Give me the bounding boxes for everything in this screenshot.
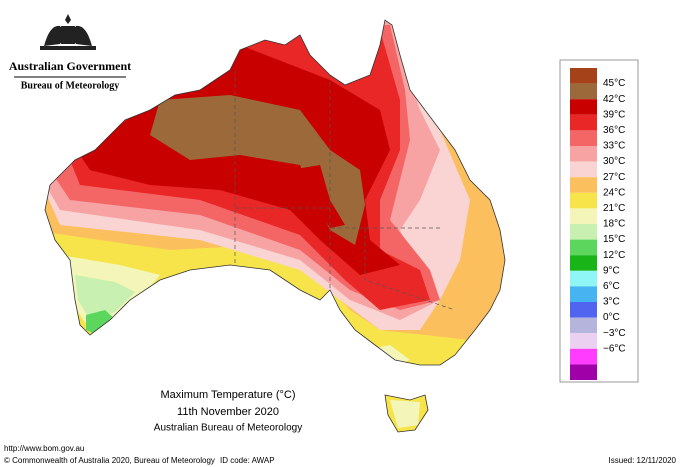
legend-label: 21°C (603, 203, 625, 214)
footer-issued: Issued: 12/11/2020 (609, 456, 677, 465)
legend-label: 18°C (603, 219, 625, 230)
legend-swatch (570, 130, 597, 146)
legend-label: 3°C (603, 297, 620, 308)
map-title: Maximum Temperature (°C) (160, 389, 295, 401)
legend-swatch (570, 270, 597, 287)
legend-swatch (570, 99, 597, 115)
map-date: 11th November 2020 (177, 406, 279, 418)
legend-swatch (570, 317, 597, 334)
legend-swatch (570, 177, 597, 193)
legend-label: 33°C (603, 141, 625, 152)
legend-swatch (570, 348, 597, 365)
legend-label: 15°C (603, 234, 625, 245)
legend-label: −3°C (603, 328, 626, 339)
legend-swatch (570, 302, 597, 318)
legend-label: 0°C (603, 312, 620, 323)
legend-label: 27°C (603, 172, 625, 183)
footer-url: http://www.bom.gov.au (4, 444, 84, 453)
legend-label: 30°C (603, 156, 625, 167)
legend-swatch (570, 208, 597, 224)
legend-swatch (570, 114, 597, 131)
legend-label: 6°C (603, 281, 620, 292)
legend-swatch (570, 239, 597, 256)
bureau-name: Bureau of Meteorology (21, 80, 120, 91)
legend-label: 9°C (603, 265, 620, 276)
legend-swatch (570, 146, 597, 162)
legend-swatch (570, 192, 597, 209)
legend-swatch (570, 286, 597, 302)
legend-swatch (570, 364, 597, 380)
legend-label: 12°C (603, 250, 625, 261)
coastline (44, 19, 506, 433)
legend-swatch (570, 255, 597, 271)
legend-swatch (570, 161, 597, 178)
legend-swatch (570, 68, 597, 84)
legend-label: 24°C (603, 187, 625, 198)
legend-label: 42°C (603, 94, 625, 105)
legend: 45°C 42°C 39°C 36°C 33°C 30°C 27°C 24°C 21°C 18°C… (570, 68, 626, 380)
legend-label: 45°C (603, 78, 625, 89)
legend-swatch (570, 333, 597, 349)
government-name: Australian Government (9, 59, 131, 73)
legend-label: 36°C (603, 125, 625, 136)
footer-id-code: ID code: AWAP (220, 456, 275, 465)
footer-copyright: © Commonwealth of Australia 2020, Bureau… (4, 456, 215, 465)
legend-swatch (570, 83, 597, 100)
map-source: Australian Bureau of Meteorology (154, 423, 302, 434)
legend-label: −6°C (603, 343, 626, 354)
legend-label: 39°C (603, 109, 625, 120)
coat-of-arms (40, 14, 96, 50)
legend-swatch (570, 224, 597, 240)
